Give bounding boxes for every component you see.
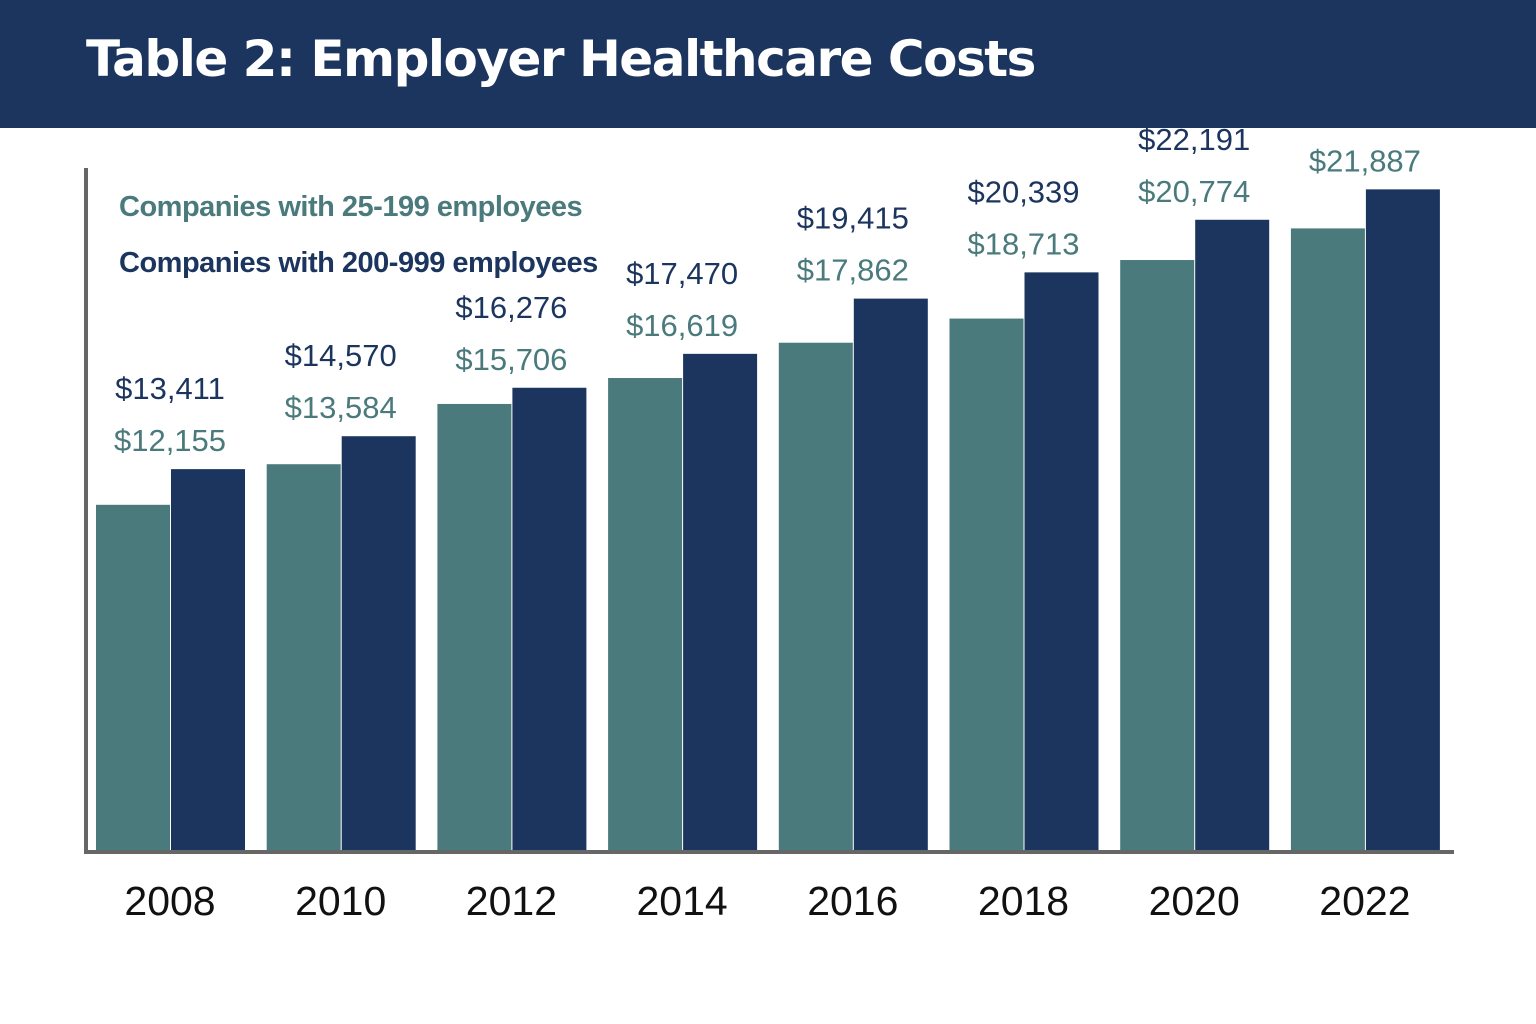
value-label-mid-companies-2008: $13,411 [115,371,225,406]
value-label-small-companies-2008: $12,155 [114,423,226,458]
x-tick-2022: 2022 [1319,878,1410,924]
value-labels-layer: $12,155 $13,411 $13,584 $14,570 $15,706 $16,2… [114,91,1421,458]
value-label-small-companies-2020: $20,774 [1138,174,1250,209]
value-label-mid-companies-2018: $20,339 [967,174,1079,209]
value-label-small-companies-2010: $13,584 [285,390,397,425]
value-label-mid-companies-2016: $19,415 [797,201,909,236]
x-tick-labels: 2008 2010 2012 2014 2016 2018 2020 2022 [124,878,1410,924]
x-tick-2018: 2018 [978,878,1069,924]
value-label-small-companies-2022: $21,887 [1309,143,1421,178]
x-tick-2020: 2020 [1149,878,1240,924]
bar-small-companies-2012 [437,403,512,850]
bars-layer [96,189,1440,851]
value-label-mid-companies-2022: $23,262 [1309,91,1421,126]
legend-entry-small-companies: Companies with 25-199 employees [119,191,582,223]
bar-mid-companies-2008 [171,469,245,850]
bar-mid-companies-2022 [1365,189,1440,851]
title-banner: Table 2: Employer Healthcare Costs [0,0,1536,128]
value-label-mid-companies-2014: $17,470 [626,256,738,291]
x-tick-2008: 2008 [124,878,215,924]
x-tick-2014: 2014 [636,878,727,924]
bar-small-companies-2008 [96,504,170,850]
bar-small-companies-2014 [608,378,683,850]
chart-title: Table 2: Employer Healthcare Costs [86,30,1036,88]
bar-mid-companies-2020 [1195,219,1270,850]
value-label-small-companies-2014: $16,619 [626,308,738,343]
bar-mid-companies-2012 [512,387,587,850]
value-label-mid-companies-2020: $22,191 [1138,122,1250,157]
bar-small-companies-2010 [266,464,341,850]
bar-mid-companies-2016 [853,298,928,850]
x-tick-2016: 2016 [807,878,898,924]
legend-entry-mid-companies: Companies with 200-999 employees [119,247,598,279]
bar-small-companies-2022 [1290,228,1365,851]
value-label-small-companies-2016: $17,862 [797,253,909,288]
bar-mid-companies-2014 [683,353,758,850]
bar-small-companies-2016 [778,342,853,850]
x-tick-2010: 2010 [295,878,386,924]
value-label-mid-companies-2010: $14,570 [285,338,397,373]
value-label-mid-companies-2012: $16,276 [455,290,567,325]
bar-small-companies-2020 [1120,260,1195,850]
value-label-small-companies-2012: $15,706 [455,342,567,377]
bar-mid-companies-2018 [1024,272,1099,850]
x-tick-2012: 2012 [466,878,557,924]
bar-small-companies-2018 [949,318,1024,851]
value-label-small-companies-2018: $18,713 [967,226,1079,261]
legend: Companies with 25-199 employees Companie… [119,191,598,279]
bar-mid-companies-2010 [341,436,416,850]
